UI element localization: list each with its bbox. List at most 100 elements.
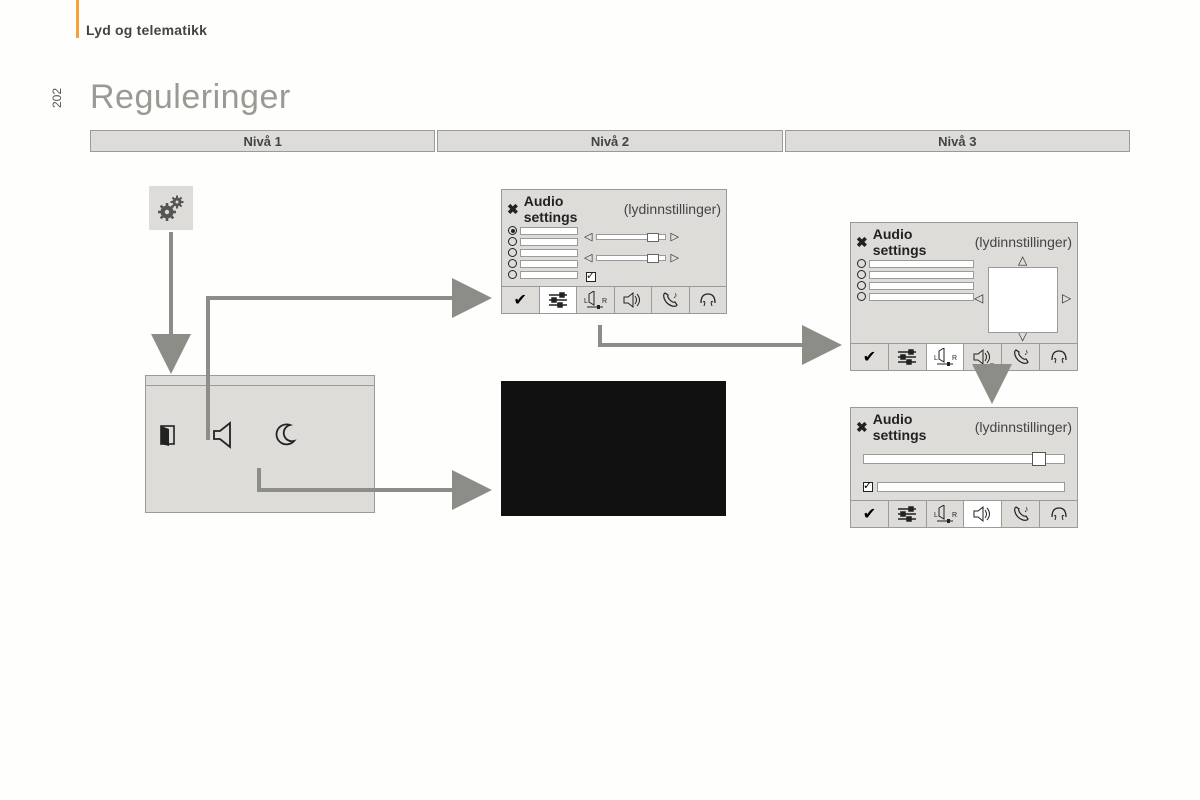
audio1-radio-list [508,226,578,282]
tab-balance[interactable]: LR [927,501,965,527]
triangle-left-icon[interactable]: ◁ [584,251,592,264]
source-panel-strip [146,376,374,386]
audio2-tabs: ✔ LR ♪ [851,343,1077,370]
equalizer-icon [897,349,917,365]
tab-balance[interactable]: LR [577,287,615,313]
audio-panel-3: ✖ Audio settings (lydinnstillinger) ✔ LR… [850,407,1078,528]
tab-phone[interactable]: ♪ [1002,501,1040,527]
radio-option[interactable] [508,226,517,235]
tab-phone[interactable]: ♪ [652,287,690,313]
balance-lr-icon: LR [583,291,607,309]
audio3-title-rest: (lydinnstillinger) [975,419,1072,435]
svg-text:♪: ♪ [1024,505,1029,514]
close-icon[interactable]: ✖ [856,234,868,251]
equalizer-icon [897,506,917,522]
tab-equalizer[interactable] [540,287,578,313]
page-title: Reguleringer [90,78,291,117]
equalizer-icon [548,292,568,308]
speaker-icon[interactable] [212,421,238,449]
tab-voice[interactable] [1040,501,1077,527]
phone-icon: ♪ [1012,505,1030,523]
svg-text:R: R [952,355,957,362]
audio3-title-bold: Audio settings [873,411,970,443]
audio1-title-rest: (lydinnstillinger) [624,201,721,217]
audio1-checkbox[interactable] [584,272,596,282]
audio1-tabs: ✔ LR ♪ [502,286,726,313]
svg-text:♪: ♪ [1024,348,1029,357]
audio2-title-rest: (lydinnstillinger) [975,234,1072,250]
tab-voice[interactable] [1040,344,1077,370]
tab-loudness[interactable] [964,501,1002,527]
radio-option[interactable] [857,259,866,268]
audio3-tabs: ✔ LR ♪ [851,500,1077,527]
phone-icon: ♪ [1012,348,1030,366]
page-number: 202 [50,88,64,108]
headset-icon [1049,348,1069,366]
check-icon: ✔ [863,504,876,524]
audio1-sliders: ◁ ▷ ◁ ▷ [584,226,679,282]
triangle-up-icon[interactable]: △ [1018,253,1027,267]
audio3-slider[interactable] [863,454,1065,464]
level-2-cell: Nivå 2 [437,130,782,152]
door-exit-icon[interactable] [158,424,178,446]
triangle-right-icon[interactable]: ▷ [670,230,678,243]
tab-loudness[interactable] [615,287,653,313]
tab-confirm[interactable]: ✔ [851,344,889,370]
source-panel [145,375,375,513]
moon-icon[interactable] [272,422,298,448]
audio2-joypad[interactable]: △ ◁ ▷ ▽ [980,259,1066,339]
headset-icon [1049,505,1069,523]
radio-option[interactable] [508,248,517,257]
joypad-area[interactable] [988,267,1058,333]
speaker-waves-icon [972,348,994,366]
checkbox-label-placeholder [877,482,1065,492]
balance-lr-icon: LR [933,505,957,523]
headset-icon [698,291,718,309]
svg-text:R: R [952,512,957,519]
phone-icon: ♪ [661,291,679,309]
audio2-title-bold: Audio settings [873,226,970,258]
gear-tile[interactable] [149,186,193,230]
black-panel [501,381,726,516]
triangle-right-icon[interactable]: ▷ [1062,291,1071,305]
tab-loudness[interactable] [964,344,1002,370]
tab-equalizer[interactable] [889,344,927,370]
level-1-cell: Nivå 1 [90,130,435,152]
arrow-audio1-to-audio2 [600,325,838,345]
close-icon[interactable]: ✖ [507,201,519,218]
audio2-radio-list [857,259,974,339]
svg-text:L: L [934,512,938,519]
svg-text:L: L [934,355,938,362]
tab-equalizer[interactable] [889,501,927,527]
audio3-checkbox-row[interactable] [863,482,1065,492]
check-icon: ✔ [863,347,876,367]
audio-panel-1: ✖ Audio settings (lydinnstillinger) ◁ ▷ … [501,189,727,314]
close-icon[interactable]: ✖ [856,419,868,436]
radio-option[interactable] [857,292,866,301]
tab-confirm[interactable]: ✔ [502,287,540,313]
checkbox-icon[interactable] [863,482,873,492]
tab-phone[interactable]: ♪ [1002,344,1040,370]
audio1-title-bold: Audio settings [524,193,619,225]
speaker-waves-icon [622,291,644,309]
levels-header: Nivå 1 Nivå 2 Nivå 3 [90,130,1130,152]
triangle-left-icon[interactable]: ◁ [974,291,983,305]
tab-voice[interactable] [690,287,727,313]
level-3-cell: Nivå 3 [785,130,1130,152]
slider-1[interactable]: ◁ ▷ [584,230,679,243]
tab-balance[interactable]: LR [927,344,965,370]
section-label: Lyd og telematikk [86,22,207,38]
radio-option[interactable] [508,259,517,268]
triangle-left-icon[interactable]: ◁ [584,230,592,243]
speaker-waves-icon [972,505,994,523]
radio-option[interactable] [508,270,517,279]
slider-2[interactable]: ◁ ▷ [584,251,679,264]
gears-icon [156,193,186,223]
radio-option[interactable] [857,270,866,279]
triangle-right-icon[interactable]: ▷ [670,251,678,264]
balance-lr-icon: LR [933,348,957,366]
radio-option[interactable] [508,237,517,246]
accent-tab [76,0,79,38]
radio-option[interactable] [857,281,866,290]
tab-confirm[interactable]: ✔ [851,501,889,527]
